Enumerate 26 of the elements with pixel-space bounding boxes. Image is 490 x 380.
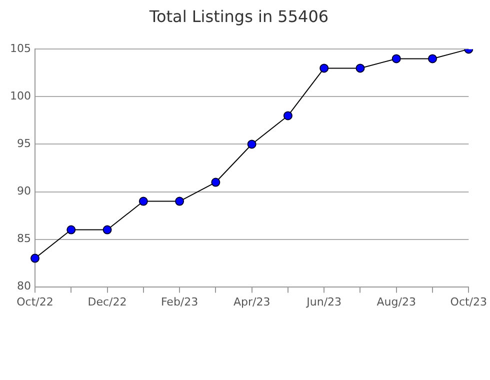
y-tick-label: 90: [16, 184, 31, 198]
point: [30, 254, 40, 263]
point: [66, 225, 76, 234]
x-tick-label: Apr/23: [233, 295, 270, 308]
point: [392, 54, 401, 64]
point: [211, 178, 220, 187]
y-tick-label: 85: [16, 232, 31, 246]
y-tick-label: 95: [16, 137, 31, 150]
point: [175, 196, 184, 206]
x-tick-label: Oct/23: [450, 295, 488, 308]
y-tick-label: 80: [16, 280, 31, 293]
point: [320, 64, 329, 73]
x-tick-label: Oct/22: [16, 295, 54, 308]
point: [356, 64, 365, 73]
x-tick-label: Dec/22: [88, 295, 127, 308]
y-tick-label: 105: [10, 42, 31, 56]
point: [283, 111, 292, 120]
point: [138, 196, 148, 206]
x-tick-label: Aug/23: [376, 295, 416, 308]
x-tick-label: Jun/23: [306, 295, 342, 308]
point: [428, 54, 437, 64]
point: [247, 140, 256, 149]
point: [102, 225, 112, 234]
x-tick-label: Feb/23: [160, 295, 198, 308]
chart-title: Total Listings in 55406: [148, 6, 329, 26]
y-tick-label: 100: [10, 90, 31, 103]
